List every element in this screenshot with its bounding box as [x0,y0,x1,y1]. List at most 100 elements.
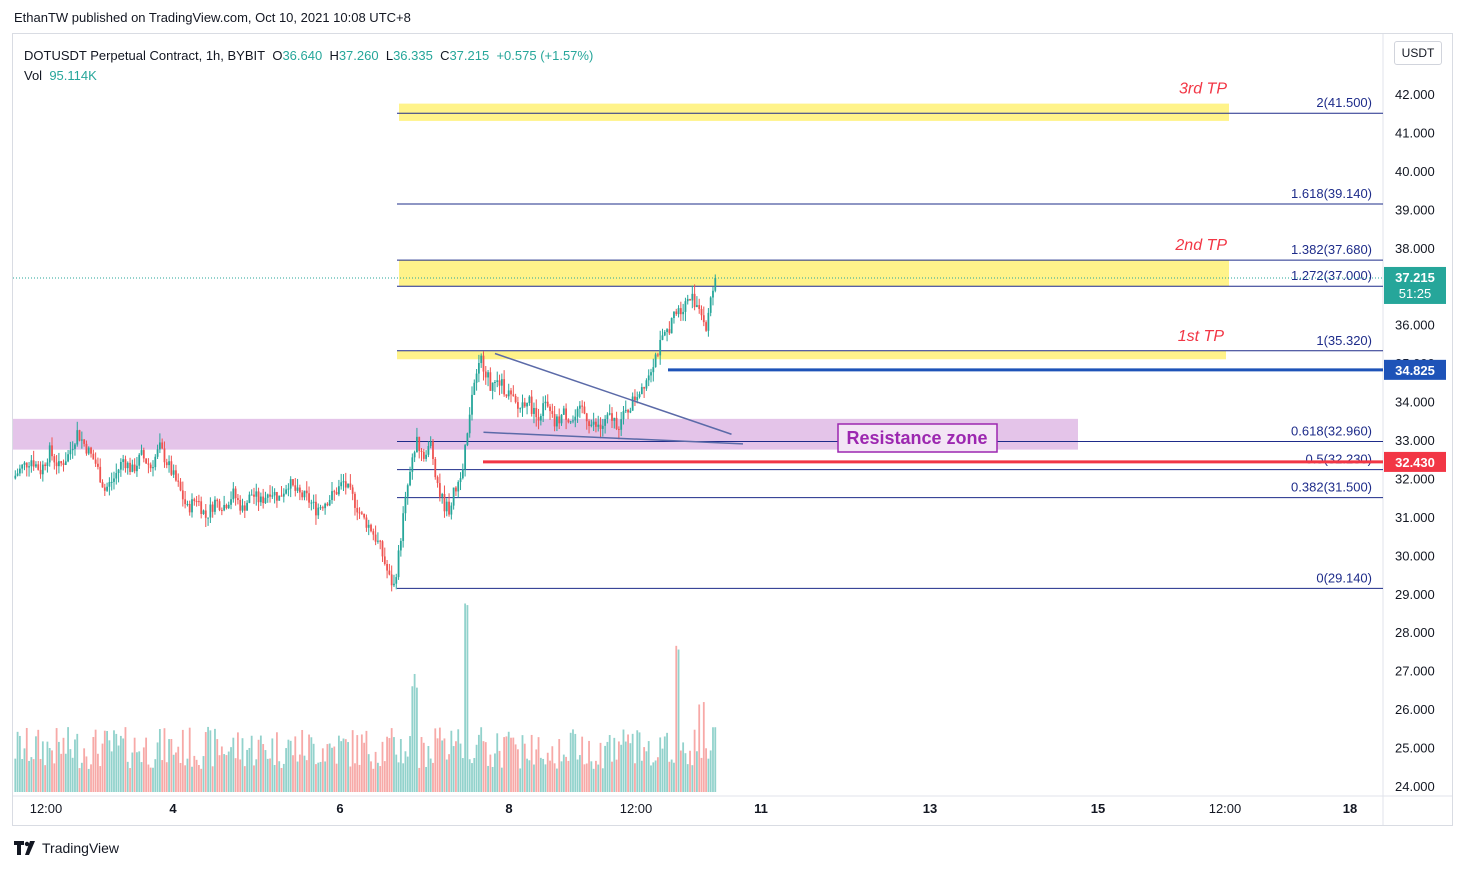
fib-level-label: 1(35.320) [1316,333,1372,348]
candle-body [158,442,161,450]
volume-bar [592,768,595,792]
candle-body [606,414,609,420]
y-tick-label: 39.000 [1395,202,1435,217]
volume-bar [436,738,439,792]
volume-bar [399,739,402,792]
volume-bar [383,761,386,792]
candle-body [131,464,134,472]
candle-body [588,421,590,427]
candle-body [636,397,639,401]
candle-body [620,419,623,430]
volume-bar [556,768,558,792]
candle-body [383,556,386,564]
fib-level-label: 1.618(39.140) [1291,186,1372,201]
resistance-label-box [837,423,998,453]
candle-body [448,501,450,515]
candle-body [344,481,347,488]
volume-bar [23,748,26,792]
candle-body [253,494,255,497]
candle-body [18,468,21,474]
volume-bar [679,750,682,792]
volume-bar [181,729,184,792]
volume-bar [211,766,214,792]
candle-body [115,473,118,479]
volume-bar [624,741,627,792]
candle-body [124,459,127,469]
candle-body [60,461,63,464]
symbol-title[interactable]: DOTUSDT Perpetual Contract, 1h, BYBIT [24,48,266,63]
volume-bar [253,765,255,792]
candle-body [195,501,198,503]
volume-bar [37,729,40,792]
tp-zone [399,260,1229,287]
candle-body [597,424,600,427]
volume-bar [122,738,125,792]
candle-body [248,494,251,503]
candle-body [44,464,47,467]
candle-body [441,493,444,497]
volume-bar [691,765,694,792]
y-tick-label: 26.000 [1395,702,1435,717]
candle-body [136,465,138,472]
candle-body [416,436,418,453]
volume-bar [216,739,219,792]
candle-body [108,482,111,487]
publish-info: EthanTW published on TradingView.com, Oc… [14,10,411,25]
candle-body [280,495,283,497]
volume-bar [262,744,265,792]
candle-body [659,339,662,356]
candle-body [494,381,496,383]
brand-name: TradingView [42,840,120,856]
candle-body [333,491,336,493]
volume-bar [494,753,496,792]
candle-body [480,355,483,364]
volume-bar [14,758,17,792]
volume-bar [553,763,556,792]
volume-bar [381,741,384,792]
volume-bar [578,755,581,792]
volume-bar [528,760,531,792]
candle-body [537,417,540,421]
candle-body [457,482,460,492]
volume-bar [289,740,292,792]
candle-body [126,462,129,469]
volume-bar [477,734,480,792]
fib-level-label: 2(41.500) [1316,95,1372,110]
candle-body [308,493,310,503]
x-tick-label: 12:00 [30,801,63,816]
candle-body [450,505,453,515]
volume-bar [565,756,567,792]
candle-body [363,513,366,518]
volume-bar [259,735,262,792]
volume-bar [58,741,60,792]
volume-bar [537,737,540,792]
tp-zone-label: 3rd TP [1179,81,1227,98]
candle-body [74,444,76,449]
candle-body [110,481,113,483]
volume-bar [496,733,499,792]
y-tick-label: 32.000 [1395,471,1435,486]
volume-bar [117,745,120,792]
candle-body [175,470,177,481]
candle-body [562,408,565,415]
volume-bar [393,737,395,792]
volume-bar [119,735,122,792]
currency-button[interactable]: USDT [1394,41,1442,65]
candle-body [209,504,212,518]
volume-bar [131,752,134,792]
volume-bar [629,743,632,792]
candle-body [39,469,42,475]
volume-bar [388,738,391,792]
candle-body [611,413,613,421]
volume-bar [170,739,173,792]
candle-body [705,322,707,331]
candle-body [264,497,267,504]
candle-body [615,417,618,429]
volume-bar [333,746,336,792]
volume-bar [312,743,315,792]
volume-bar [276,732,278,792]
volume-bar [360,734,363,792]
candle-body [539,415,542,421]
candle-body [152,467,154,469]
